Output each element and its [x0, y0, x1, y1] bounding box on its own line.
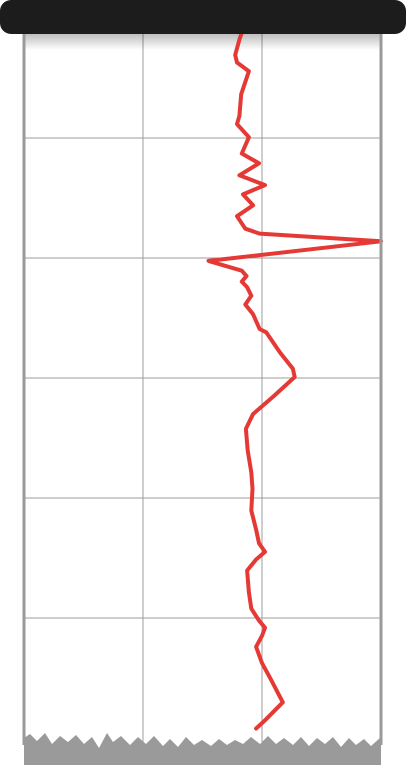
torn-paper-edge — [24, 733, 381, 765]
signal-trace — [206, 18, 383, 731]
grid — [24, 20, 381, 742]
paper-roller — [0, 0, 406, 34]
